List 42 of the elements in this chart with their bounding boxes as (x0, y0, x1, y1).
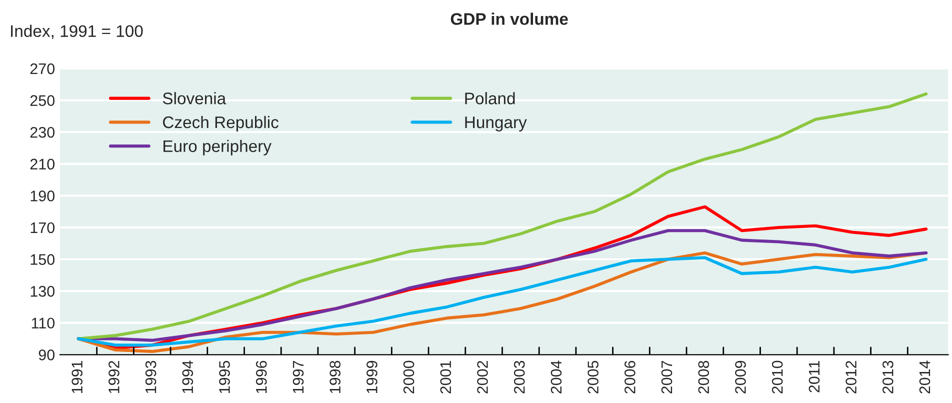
y-tick-label: 250 (30, 95, 55, 106)
legend-label: Poland (465, 92, 515, 104)
x-tick-label: 1992 (108, 360, 120, 394)
x-tick-label: 2010 (772, 360, 783, 394)
x-tick-label: 2005 (588, 360, 598, 394)
x-tick-label: 2004 (550, 360, 562, 394)
y-tick-label: 210 (30, 158, 55, 170)
y-tick-label: 130 (30, 286, 55, 297)
chart-title: GDP in volume (450, 12, 568, 25)
x-tick-label: 1998 (330, 360, 340, 394)
y-tick-label: 90 (38, 350, 55, 360)
legend-label: Hungary (465, 116, 527, 132)
x-tick-label: 2011 (808, 360, 820, 392)
x-tick-label: 1996 (256, 360, 267, 394)
y-tick-label: 150 (30, 254, 55, 265)
y-tick-label: 190 (30, 190, 55, 202)
x-tick-label: 1997 (292, 360, 304, 394)
legend-label: Euro periphery (164, 140, 272, 156)
y-axis-title: Index, 1991 = 100 (11, 24, 143, 39)
y-tick-label: 110 (32, 318, 55, 329)
x-tick-label: 1999 (366, 360, 378, 394)
x-tick-label: 1994 (182, 360, 194, 394)
x-tick-label: 2014 (919, 360, 930, 394)
x-tick-label: 2007 (661, 360, 672, 394)
y-tick-label: 170 (30, 222, 55, 234)
x-tick-label: 2006 (624, 360, 636, 394)
y-tick-label: 230 (30, 126, 55, 138)
x-tick-label: 2001 (440, 360, 452, 394)
x-tick-label: 2002 (477, 360, 488, 394)
x-tick-label: 2009 (735, 360, 746, 394)
x-tick-label: 2008 (698, 360, 710, 394)
x-tick-label: 1993 (145, 360, 156, 394)
x-tick-label: 2013 (882, 360, 894, 394)
x-tick-label: 2012 (846, 360, 856, 394)
legend-label: Slovenia (162, 92, 226, 104)
y-tick-label: 270 (30, 63, 55, 74)
x-tick-label: 2003 (514, 360, 525, 394)
x-tick-label: 1995 (219, 360, 230, 394)
x-tick-label: 1991 (72, 360, 83, 394)
line-series (76, 92, 928, 340)
legend-label: Czech Republic (163, 116, 278, 132)
x-tick-label: 2000 (403, 360, 414, 394)
